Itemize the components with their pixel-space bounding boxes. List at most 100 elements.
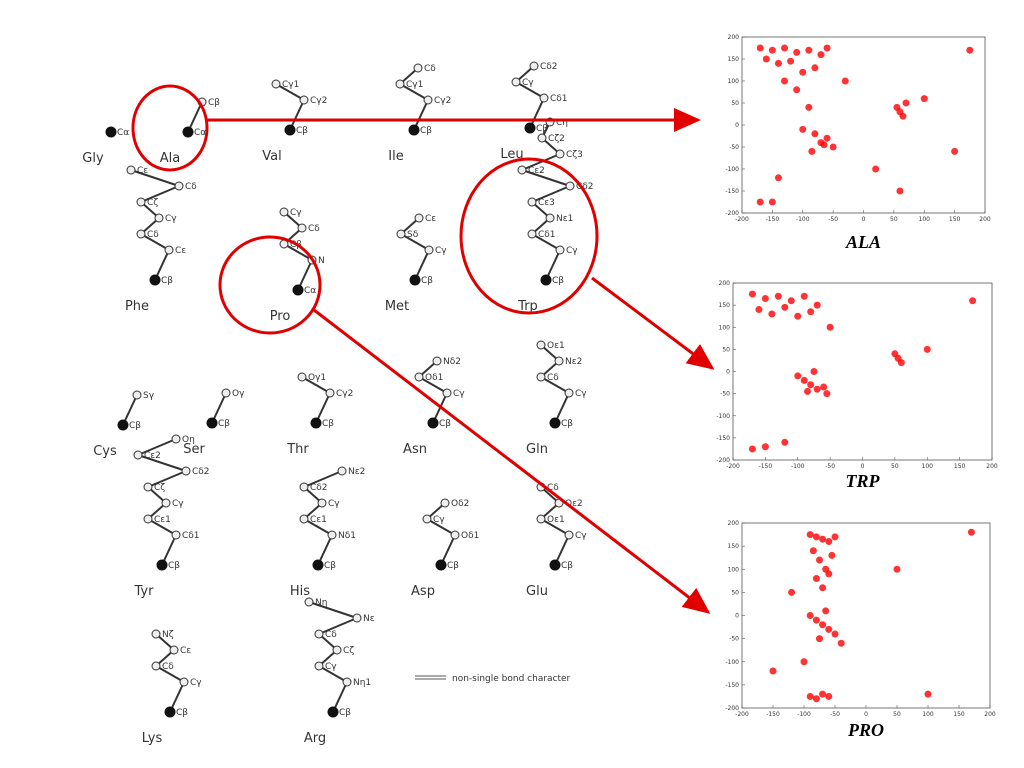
atom: [395, 79, 405, 89]
atom: [327, 530, 337, 540]
point: [781, 303, 789, 311]
bond: [418, 376, 448, 394]
atom-label: Oδ1: [461, 531, 479, 541]
atom-label: Cβ: [168, 561, 180, 571]
point: [800, 292, 808, 300]
residue-name: His: [290, 584, 310, 599]
atom-label: Cζ: [154, 483, 165, 493]
arrow: [591, 276, 715, 370]
x-tick-label: 0: [864, 711, 868, 718]
atom: [536, 372, 546, 382]
point: [831, 630, 839, 638]
x-tick-label: 150: [954, 463, 966, 470]
atom: [143, 482, 153, 492]
legend: non-single bond character: [415, 674, 571, 684]
residue-name: Gly: [82, 151, 104, 166]
atom: [422, 514, 432, 524]
atom-label: Cδ: [308, 224, 320, 234]
atom-label: Cγ: [453, 389, 465, 399]
point: [768, 46, 776, 54]
point: [805, 46, 813, 54]
point: [819, 584, 827, 592]
atom-label: Nε2: [348, 467, 365, 477]
atom-label: Cβ: [536, 124, 548, 134]
alpha-carbon: [117, 419, 129, 431]
point: [967, 528, 975, 536]
atom-label: Cγ2: [310, 96, 327, 106]
atom-label: Cε3: [538, 198, 555, 208]
atom-label: Cγ1: [406, 80, 423, 90]
residue-name: Asn: [403, 442, 427, 457]
atom-label: Cβ: [218, 419, 230, 429]
alpha-carbon: [312, 559, 324, 571]
residue: Lys Nζ Cε Cδ Cγ Cβ: [142, 629, 202, 746]
atom-label: Cζ3: [566, 150, 583, 160]
atom: [529, 61, 539, 71]
point: [787, 57, 795, 65]
atom-label: Cβ: [421, 276, 433, 286]
residue: Thr Oγ1 Cγ2 Cβ: [286, 372, 353, 457]
atom-label: Cβ: [324, 561, 336, 571]
atom-label: Cγ: [325, 662, 337, 672]
atom: [555, 149, 565, 159]
y-tick-label: -200: [716, 457, 730, 464]
x-tick-label: 0: [861, 463, 865, 470]
atom-label: Cβ: [208, 98, 220, 108]
alpha-carbon: [164, 706, 176, 718]
atom-label: Nε1: [556, 214, 573, 224]
atom: [297, 372, 307, 382]
point: [781, 77, 789, 85]
atom-label: Cδ2: [540, 62, 558, 72]
residue: Phe Cε Cδ Cζ Cγ Cδ Cε Cβ: [125, 165, 197, 314]
point: [806, 612, 814, 619]
atom-label: Cδ: [547, 483, 559, 493]
atom-label: Cγ2: [434, 96, 451, 106]
atom: [517, 165, 527, 175]
point: [923, 345, 931, 353]
residue-name: Tyr: [134, 584, 155, 599]
atom-label: Nζ: [162, 630, 174, 640]
highlight-ring: [131, 84, 209, 172]
residue-name: Ala: [160, 151, 180, 166]
atom: [511, 77, 521, 87]
atom: [299, 514, 309, 524]
residue-name: Ser: [183, 442, 205, 457]
point: [841, 77, 849, 85]
point: [748, 445, 756, 453]
x-tick-label: 50: [893, 711, 901, 718]
atom: [440, 498, 450, 508]
point: [812, 575, 820, 582]
residue-name: Asp: [411, 584, 435, 599]
atom: [133, 450, 143, 460]
point: [872, 165, 880, 173]
point: [819, 535, 827, 543]
y-tick-label: -150: [725, 188, 739, 195]
bond: [399, 83, 429, 101]
bond: [211, 392, 227, 424]
x-tick-label: -100: [796, 216, 810, 223]
point: [837, 639, 845, 647]
atom-label: Cζ2: [548, 134, 565, 144]
bond: [187, 101, 203, 133]
atom: [161, 498, 171, 508]
atom-label: Cγ: [165, 214, 177, 224]
x-tick-label: 100: [922, 711, 934, 718]
atom-label: Nη: [315, 598, 327, 608]
atom-label: Oε1: [547, 341, 565, 351]
plot-frame: [732, 282, 993, 461]
bond: [140, 233, 170, 251]
point: [793, 86, 801, 94]
atom-label: Cα: [117, 128, 129, 138]
y-tick-label: -50: [729, 144, 739, 151]
bond: [332, 681, 348, 713]
atom-label: Cγ: [190, 678, 202, 688]
atom-label: Cε1: [154, 515, 171, 525]
point: [768, 310, 776, 318]
atom-label: Cγ: [433, 515, 445, 525]
y-tick-label: -100: [716, 413, 730, 420]
alpha-carbon: [540, 274, 552, 286]
x-tick-label: 100: [919, 216, 931, 223]
